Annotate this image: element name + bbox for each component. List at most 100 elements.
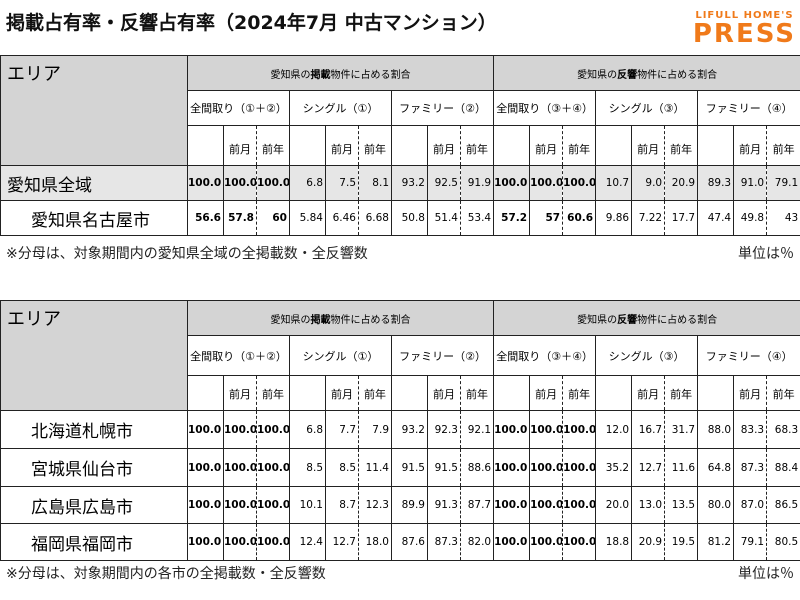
period-header: 前年 bbox=[664, 375, 699, 411]
value-cell: 5.84 bbox=[289, 200, 326, 236]
value-cell: 12.4 bbox=[289, 523, 326, 561]
period-row: 前月 前年 前月 前年 前月 前年 前月 前年 前月 前年 前月 前年 bbox=[1, 375, 800, 411]
subgroup-header: 全間取り（①＋②） bbox=[187, 335, 290, 376]
group-header-part: 物件に占める割合 bbox=[330, 69, 411, 81]
group-header: 愛知県の掲載物件に占める割合 bbox=[186, 55, 495, 91]
group-header-part: 反響 bbox=[617, 314, 638, 326]
blank-cell bbox=[697, 375, 735, 411]
value-cell: 8.5 bbox=[325, 448, 359, 487]
value-cell: 20.9 bbox=[664, 165, 699, 201]
subheader-row: 全間取り（①＋②） シングル（①） ファミリー（②） 全間取り（③＋④） シングル（③）… bbox=[1, 335, 800, 376]
value-cell: 10.7 bbox=[595, 165, 633, 201]
value-cell: 100.0 bbox=[562, 410, 597, 449]
value-cell: 87.0 bbox=[733, 486, 768, 524]
group-header-part: 物件に占める割合 bbox=[330, 314, 411, 326]
period-header: 前月 bbox=[529, 375, 564, 411]
value-cell: 87.6 bbox=[391, 523, 428, 561]
period-header: 前年 bbox=[562, 375, 597, 411]
group-header-part: 物件に占める割合 bbox=[637, 69, 718, 81]
subgroup-header: ファミリー（④） bbox=[697, 335, 800, 376]
value-cell: 100.0 bbox=[529, 410, 564, 449]
value-cell: 18.0 bbox=[358, 523, 392, 561]
value-cell: 80.5 bbox=[766, 523, 800, 561]
value-cell: 7.7 bbox=[325, 410, 359, 449]
value-cell: 92.1 bbox=[459, 410, 495, 449]
value-cell: 88.6 bbox=[459, 448, 495, 487]
data-row: 愛知県名古屋市 56.6 57.8 60 5.84 6.46 6.68 50.8 51.4 53.… bbox=[0, 200, 800, 236]
blank-cell bbox=[289, 125, 326, 166]
value-cell: 79.1 bbox=[733, 523, 768, 561]
blank-cell bbox=[493, 125, 531, 166]
group-header-part: 掲載 bbox=[310, 69, 331, 81]
value-cell: 82.0 bbox=[459, 523, 495, 561]
value-cell: 87.3 bbox=[733, 448, 768, 487]
value-cell: 31.7 bbox=[664, 410, 699, 449]
value-cell: 60.6 bbox=[562, 200, 597, 236]
footnote: ※分母は、対象期間内の各市の全掲載数・全反響数 bbox=[6, 566, 326, 582]
value-cell: 91.3 bbox=[427, 486, 461, 524]
value-cell: 57.8 bbox=[223, 200, 257, 236]
value-cell: 88.4 bbox=[766, 448, 800, 487]
data-row: 北海道札幌市 100.0 100.0 100.0 6.8 7.7 7.9 93.2 92.3 92… bbox=[0, 410, 800, 449]
value-cell: 100.0 bbox=[256, 165, 290, 201]
period-header: 前月 bbox=[223, 125, 257, 166]
unit-note: 単位は％ bbox=[738, 566, 794, 582]
group-header: 愛知県の反響物件に占める割合 bbox=[493, 300, 800, 336]
value-cell: 100.0 bbox=[562, 486, 597, 524]
value-cell: 6.68 bbox=[358, 200, 392, 236]
value-cell: 64.8 bbox=[697, 448, 735, 487]
period-header: 前年 bbox=[664, 125, 699, 166]
data-row: 愛知県全域 100.0 100.0 100.0 6.8 7.5 8.1 93.2 92.5 91.… bbox=[0, 165, 800, 201]
group-header-part: 愛知県の bbox=[270, 314, 311, 326]
value-cell: 7.5 bbox=[325, 165, 359, 201]
value-cell: 100.0 bbox=[187, 410, 224, 449]
period-header: 前月 bbox=[733, 375, 768, 411]
value-cell: 100.0 bbox=[529, 523, 564, 561]
blank-cell bbox=[289, 375, 326, 411]
area-name: 北海道札幌市 bbox=[0, 410, 188, 449]
value-cell: 100.0 bbox=[493, 448, 531, 487]
value-cell: 8.5 bbox=[289, 448, 326, 487]
value-cell: 12.3 bbox=[358, 486, 392, 524]
value-cell: 100.0 bbox=[187, 448, 224, 487]
period-header: 前年 bbox=[256, 375, 290, 411]
value-cell: 100.0 bbox=[493, 165, 531, 201]
value-cell: 7.9 bbox=[358, 410, 392, 449]
value-cell: 18.8 bbox=[595, 523, 633, 561]
area-name: 宮城県仙台市 bbox=[0, 448, 188, 487]
subgroup-header: ファミリー（④） bbox=[697, 90, 800, 126]
logo-bottom: PRESS bbox=[692, 19, 796, 49]
value-cell: 79.1 bbox=[766, 165, 800, 201]
value-cell: 8.7 bbox=[325, 486, 359, 524]
period-header: 前月 bbox=[427, 375, 461, 411]
area-name: 広島県広島市 bbox=[0, 486, 188, 524]
subgroup-header: シングル（③） bbox=[595, 335, 699, 376]
page-title: 掲載占有率・反響占有率（2024年7月 中古マンション） bbox=[6, 12, 497, 34]
value-cell: 100.0 bbox=[187, 523, 224, 561]
value-cell: 100.0 bbox=[256, 410, 290, 449]
value-cell: 92.5 bbox=[427, 165, 461, 201]
value-cell: 8.1 bbox=[358, 165, 392, 201]
value-cell: 89.3 bbox=[697, 165, 735, 201]
subgroup-header: ファミリー（②） bbox=[390, 90, 495, 126]
value-cell: 17.7 bbox=[664, 200, 699, 236]
value-cell: 100.0 bbox=[256, 486, 290, 524]
value-cell: 6.8 bbox=[289, 410, 326, 449]
value-cell: 100.0 bbox=[223, 448, 257, 487]
value-cell: 49.8 bbox=[733, 200, 768, 236]
data-row: 福岡県福岡市 100.0 100.0 100.0 12.4 12.7 18.0 87.6 87.… bbox=[0, 523, 800, 561]
header-row: エリア 愛知県の掲載物件に占める割合 愛知県の反響物件に占める割合 bbox=[0, 300, 800, 411]
value-cell: 81.2 bbox=[697, 523, 735, 561]
logo: LIFULL HOME'S PRESS bbox=[693, 10, 796, 47]
period-header: 前年 bbox=[358, 375, 392, 411]
value-cell: 100.0 bbox=[562, 165, 597, 201]
value-cell: 100.0 bbox=[223, 410, 257, 449]
value-cell: 100.0 bbox=[223, 523, 257, 561]
value-cell: 9.86 bbox=[595, 200, 633, 236]
value-cell: 89.9 bbox=[391, 486, 428, 524]
value-cell: 100.0 bbox=[562, 448, 597, 487]
data-row: 広島県広島市 100.0 100.0 100.0 10.1 8.7 12.3 89.9 91.3… bbox=[0, 486, 800, 524]
header-row: エリア 愛知県の掲載物件に占める割合 愛知県の反響物件に占める割合 bbox=[0, 55, 800, 166]
value-cell: 11.4 bbox=[358, 448, 392, 487]
value-cell: 100.0 bbox=[493, 486, 531, 524]
